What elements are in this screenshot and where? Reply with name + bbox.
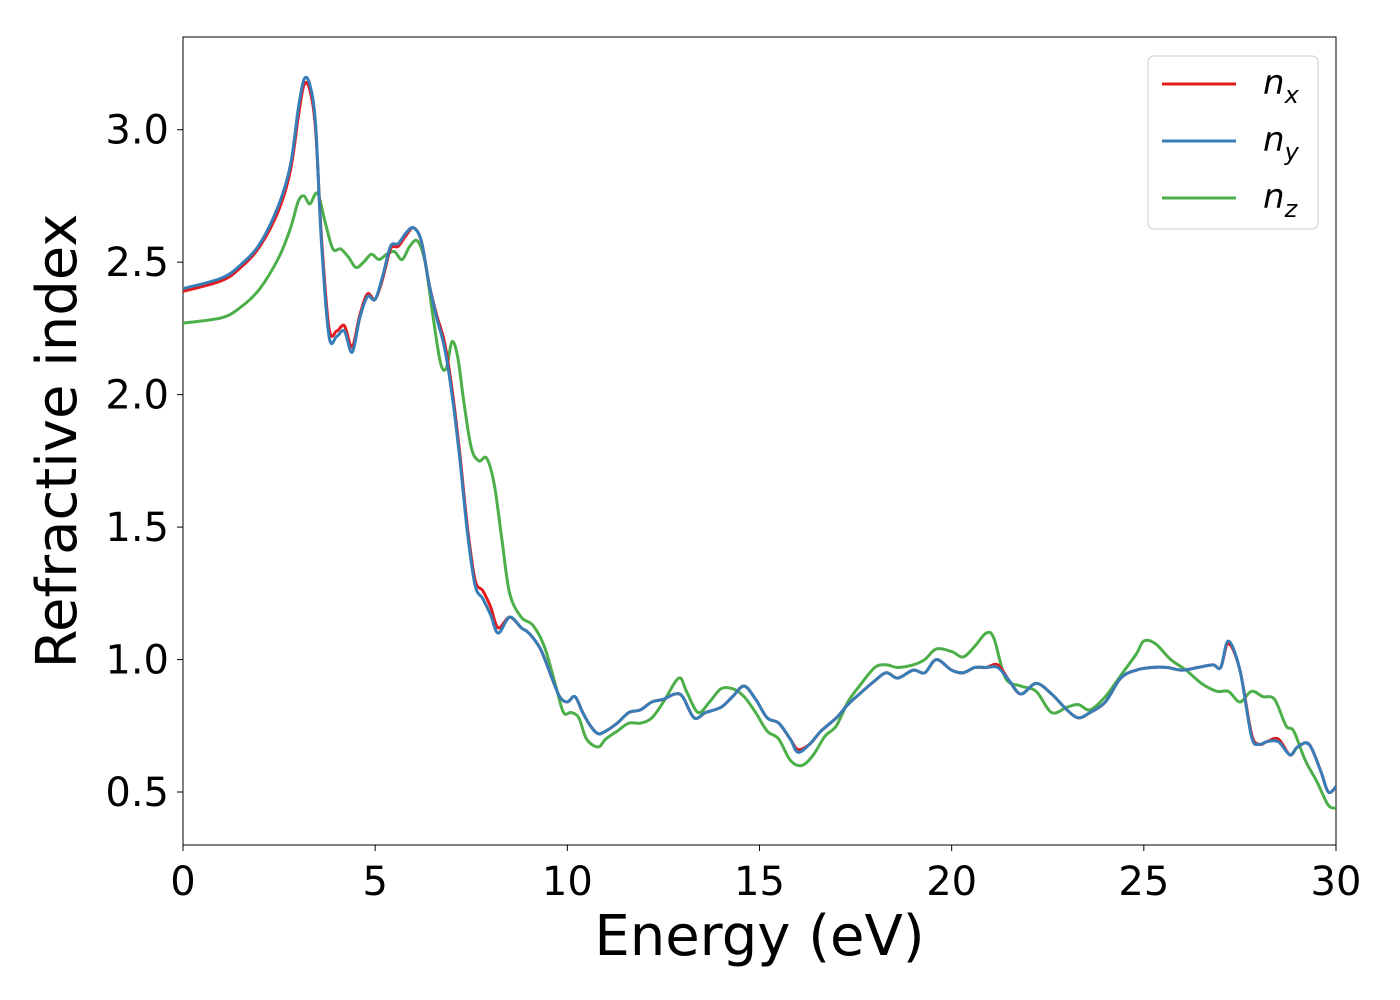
- series-lines: [183, 75, 1336, 810]
- legend-label-z: nz: [1263, 177, 1299, 223]
- x-tick-label: 5: [362, 859, 387, 905]
- legend-label-base: n: [1263, 63, 1285, 103]
- x-axis-title: Energy (eV): [594, 904, 924, 969]
- x-axis-ticks: 0 5 10 15 20 25 30: [170, 845, 1361, 905]
- y-tick-label: 1.5: [105, 505, 169, 551]
- legend-label-y: ny: [1263, 120, 1300, 166]
- y-tick-label: 1.0: [105, 638, 169, 684]
- legend-label-subscript: y: [1284, 138, 1300, 166]
- y-tick-label: 3.0: [105, 108, 169, 154]
- series-line-z: [183, 191, 1336, 810]
- x-tick-label: 10: [542, 859, 593, 905]
- legend-label-subscript: x: [1284, 81, 1300, 109]
- x-tick-label: 15: [734, 859, 785, 905]
- legend-label-base: n: [1263, 177, 1285, 217]
- x-tick-label: 30: [1311, 859, 1362, 905]
- legend-label-base: n: [1263, 120, 1285, 160]
- x-tick-label: 20: [926, 859, 977, 905]
- y-axis-ticks: 0.5 1.0 1.5 2.0 2.5 3.0: [105, 108, 183, 816]
- x-tick-label: 0: [170, 859, 195, 905]
- legend-label-subscript: z: [1284, 195, 1299, 223]
- legend-label-x: nx: [1263, 63, 1300, 109]
- y-tick-label: 2.5: [105, 240, 169, 286]
- x-tick-label: 25: [1118, 859, 1169, 905]
- y-tick-label: 0.5: [105, 770, 169, 816]
- y-tick-label: 2.0: [105, 373, 169, 419]
- y-axis-title: Refractive index: [25, 214, 90, 669]
- series-line-y: [183, 75, 1336, 795]
